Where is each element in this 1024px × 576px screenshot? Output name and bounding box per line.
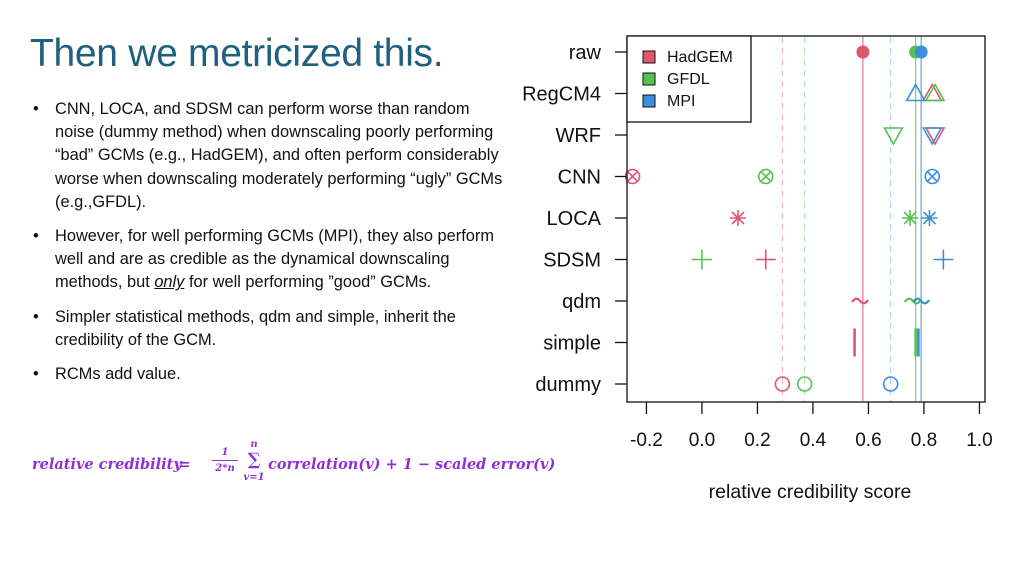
y-tick-label-wrf: WRF [555,125,601,147]
legend-label-mpi: MPI [667,93,695,110]
plot-frame [626,35,986,403]
marker-filled-circle [914,45,928,59]
y-tick-label-raw: raw [569,42,602,64]
bullet-list: CNN, LOCA, and SDSM can perform worse th… [30,98,505,397]
formula-sum-symbol: ∑ [247,450,261,470]
x-tick-label: 0.8 [911,430,937,451]
formula-lhs: relative credibility [32,456,182,473]
formula-rhs: correlation(v) + 1 − scaled error(v) [268,456,556,473]
legend-swatch-mpi [642,94,656,108]
marker-plus [755,249,776,270]
legend: HadGEM GFDL MPI [626,35,752,123]
legend-label-gfdl: GFDL [667,71,710,88]
credibility-formula: relative credibility = 1 2*n n ∑ v=1 cor… [32,439,572,490]
marker-plus [933,249,954,270]
formula-fraction-denominator: 2*n [215,463,235,474]
y-tick-label-loca: LOCA [547,208,602,230]
marker-asterisk [921,210,938,226]
bullet-item: However, for well performing GCMs (MPI),… [30,225,505,295]
bullet-text: RCMs add value. [55,365,181,384]
bullet-text: Simpler statistical methods, qdm and sim… [55,307,456,349]
y-tick-label-qdm: qdm [562,291,601,313]
x-axis-title: relative credibility score [709,481,912,503]
bullet-emphasis: only [154,273,185,292]
marker-triangle-down [921,127,943,146]
x-tick-label: 0.4 [800,430,827,451]
x-tick-label: 1.0 [966,430,992,451]
bullet-text: CNN, LOCA, and SDSM can perform worse th… [55,100,503,211]
marker-asterisk [730,210,747,226]
legend-swatch-hadgem [642,50,656,64]
marker-tilde [851,297,870,305]
formula-fraction-bar [212,460,238,461]
marker-filled-circle [856,45,870,59]
y-tick-label-dummy: dummy [535,374,601,396]
formula-equals: = [178,455,191,473]
y-tick-label-simple: simple [543,333,601,355]
marker-triangle-up [905,82,926,102]
marker-tilde [912,297,931,305]
marker-triangle-up [921,82,943,102]
slide-title: Then we metricized this. [30,32,444,75]
credibility-dot-chart: raw RegCM4 WRF CNN LOCA SDSM qdm simple dummy -0.… [522,35,993,503]
legend-swatch-gfdl [642,72,656,86]
marker-circle-x [624,168,641,185]
marker-open-circle [796,376,813,392]
marker-plus [691,249,712,270]
bullet-text-after: for well performing ”good” GCMs. [184,273,432,292]
x-tick-label: 0.2 [744,430,770,451]
y-tick-label-sdsm: SDSM [543,250,601,272]
x-tick-label: -0.2 [630,430,663,451]
x-tick-label: 0.6 [855,430,881,451]
y-tick-label-cnn: CNN [558,167,601,189]
formula-sum-lower: v=1 [243,472,265,483]
bullet-text: However, for well performing GCMs (MPI),… [55,227,495,292]
marker-triangle-down [924,127,946,146]
legend-label-hadgem: HadGEM [667,49,733,66]
bullet-item: RCMs add value. [30,363,505,386]
marker-asterisk [902,210,919,226]
marker-circle-x [924,168,941,185]
formula-sum-upper: n [250,439,258,450]
formula-fraction-numerator: 1 [221,447,229,458]
marker-triangle-up [924,82,946,102]
bullet-item: CNN, LOCA, and SDSM can perform worse th… [30,98,505,214]
bullet-item: Simpler statistical methods, qdm and sim… [30,306,505,352]
marker-open-circle [882,376,899,392]
marker-open-circle [774,376,791,392]
y-tick-label-regcm4: RegCM4 [522,84,601,106]
marker-circle-x [757,168,774,185]
x-tick-label: 0.0 [689,430,715,451]
marker-triangle-down [883,127,904,146]
